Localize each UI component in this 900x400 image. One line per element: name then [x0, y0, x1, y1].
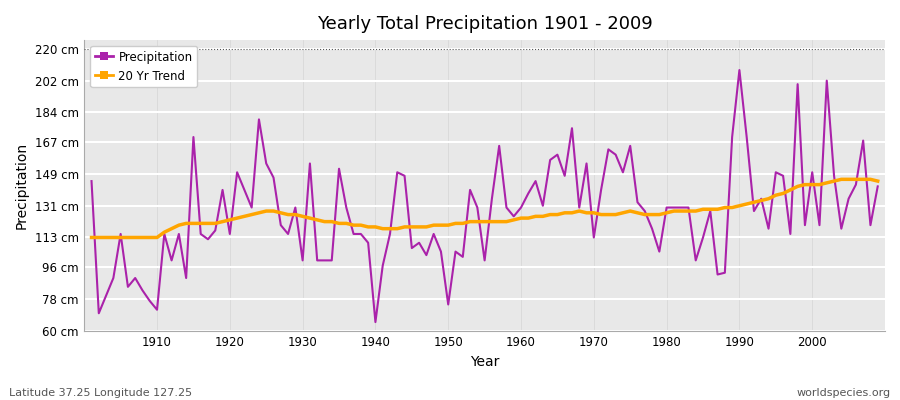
- Text: worldspecies.org: worldspecies.org: [796, 388, 891, 398]
- X-axis label: Year: Year: [470, 355, 500, 369]
- Text: Latitude 37.25 Longitude 127.25: Latitude 37.25 Longitude 127.25: [9, 388, 192, 398]
- Title: Yearly Total Precipitation 1901 - 2009: Yearly Total Precipitation 1901 - 2009: [317, 15, 652, 33]
- Y-axis label: Precipitation: Precipitation: [15, 142, 29, 229]
- Legend: Precipitation, 20 Yr Trend: Precipitation, 20 Yr Trend: [90, 46, 197, 87]
